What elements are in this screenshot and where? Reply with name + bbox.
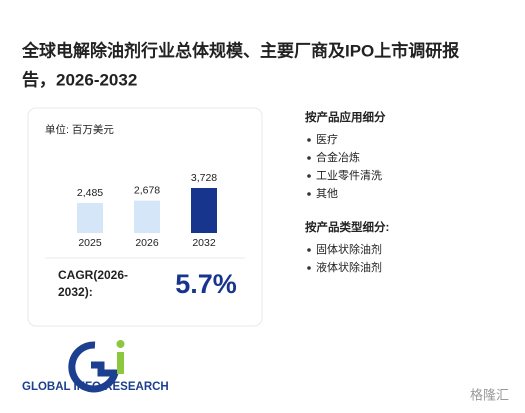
logo: GLOBAL INFO RESEARCH	[22, 340, 169, 393]
value-label: 2,485	[77, 187, 103, 199]
value-label: 2,678	[134, 184, 160, 196]
value-label: 3,728	[191, 172, 217, 184]
title-line-1: 全球电解除油剂行业总体规模、主要厂商及IPO上市调研报	[21, 40, 459, 60]
segment-heading: 按产品应用细分	[305, 110, 386, 124]
segment-item: 合金冶炼	[316, 150, 360, 164]
cagr-value: 5.7%	[175, 269, 237, 299]
bar	[77, 203, 103, 233]
bullet	[307, 266, 311, 270]
bar	[191, 188, 217, 233]
logo-mark	[116, 340, 125, 348]
segment-item: 其他	[316, 187, 338, 200]
category-label: 2026	[135, 237, 159, 249]
segment-item: 工业零件清洗	[316, 169, 382, 182]
segment-item: 固体状除油剂	[316, 242, 382, 256]
bullet	[307, 156, 311, 160]
bullet	[307, 174, 311, 178]
corner-watermark: 格隆汇	[470, 387, 509, 402]
segment-heading: 按产品类型细分:	[305, 220, 389, 234]
bullet	[307, 138, 311, 142]
bar	[134, 200, 160, 233]
segment-item: 液体状除油剂	[316, 260, 382, 274]
logo-text: GLOBAL INFO RESEARCH	[22, 381, 169, 393]
cagr-label: CAGR(2026-	[58, 268, 128, 282]
bullet	[307, 248, 311, 252]
cagr-label: 2032):	[58, 285, 93, 299]
logo-mark	[117, 352, 124, 374]
segment-item: 医疗	[316, 132, 338, 146]
category-label: 2032	[192, 237, 216, 249]
logo-mark	[68, 341, 120, 393]
bullet	[307, 192, 311, 196]
unit-label: 单位: 百万美元	[45, 123, 114, 136]
title-line-2: 告，2026-2032	[22, 69, 137, 89]
category-label: 2025	[78, 237, 102, 249]
